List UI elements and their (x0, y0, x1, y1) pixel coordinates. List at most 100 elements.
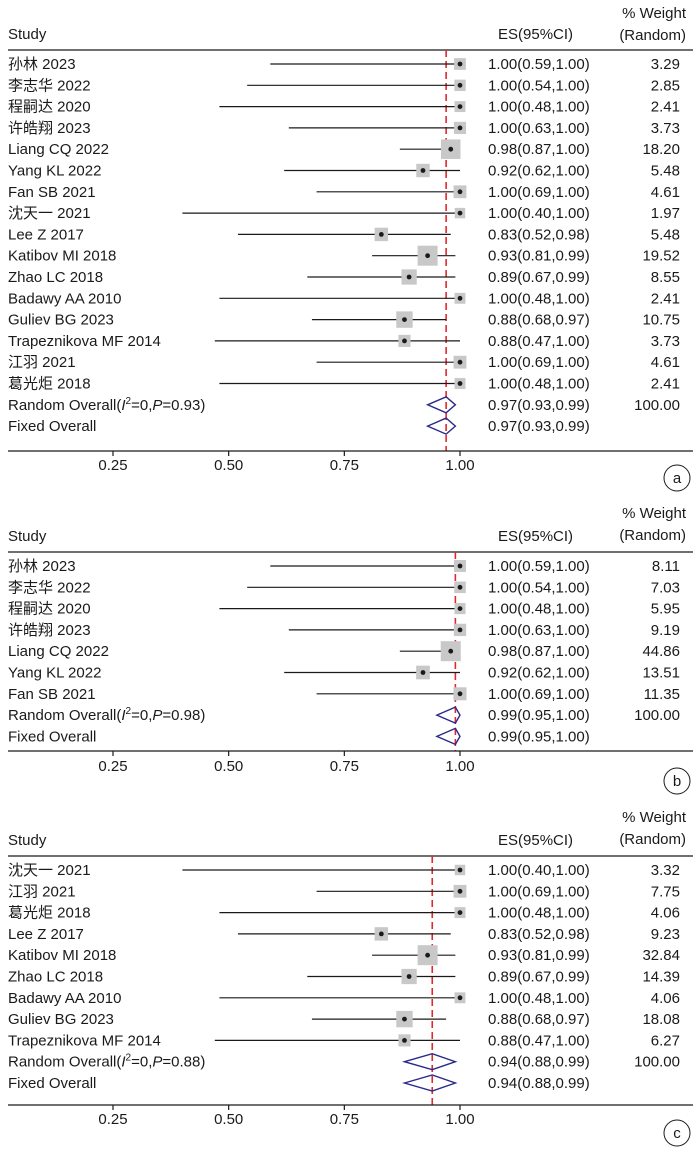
study-weight: 10.75 (642, 312, 680, 329)
study-es-text: 0.93(0.81,0.99) (488, 947, 590, 964)
x-tick-label: 0.50 (214, 1111, 243, 1128)
study-weight: 5.48 (651, 226, 680, 243)
x-tick-label: 1.00 (445, 457, 474, 474)
point-estimate (420, 670, 426, 675)
panel-label: a (673, 470, 682, 487)
point-estimate (457, 563, 463, 569)
point-estimate (425, 952, 431, 958)
study-es-text: 1.00(0.63,1.00) (488, 622, 590, 639)
overall-diamond (425, 395, 457, 414)
study-weight: 4.61 (651, 354, 680, 371)
study-label: Yang KL 2022 (8, 665, 101, 682)
study-label: 葛光炬 2018 (8, 376, 91, 393)
study-label: 李志华 2022 (8, 77, 91, 94)
point-estimate (420, 168, 426, 173)
study-es-text: 0.89(0.67,0.99) (488, 269, 590, 286)
study-weight: 5.48 (651, 163, 680, 180)
panel-label: c (673, 1125, 681, 1142)
study-weight: 7.75 (651, 883, 680, 900)
point-estimate (457, 359, 463, 365)
study-es-text: 0.92(0.62,1.00) (488, 163, 590, 180)
point-estimate (378, 931, 384, 937)
study-es-text: 1.00(0.59,1.00) (488, 558, 590, 575)
header-weight: % Weight (622, 5, 687, 22)
x-tick-label: 1.00 (445, 1111, 474, 1128)
point-estimate (457, 888, 463, 894)
study-label: 孙林 2023 (8, 56, 76, 73)
point-estimate (457, 910, 463, 915)
study-weight: 7.03 (651, 579, 680, 596)
x-tick-label: 1.00 (445, 758, 474, 775)
point-estimate (402, 338, 407, 344)
study-label: Zhao LC 2018 (8, 969, 103, 986)
study-es-text: 0.92(0.62,1.00) (488, 665, 590, 682)
study-label: Badawy AA 2010 (8, 290, 121, 307)
study-weight: 2.85 (651, 77, 680, 94)
study-weight: 18.20 (642, 141, 680, 158)
overall-label: Fixed Overall (8, 728, 96, 745)
panel-label-circle (663, 1119, 691, 1147)
header-weight-random: (Random) (619, 527, 686, 544)
forest-panel-a: Study ES(95%CI) % Weight (Random) 孙林 2023 1.0… (8, 5, 693, 492)
study-weight: 9.23 (651, 926, 680, 943)
point-estimate (406, 974, 412, 979)
x-tick-label: 0.50 (214, 758, 243, 775)
header-study: Study (8, 528, 47, 545)
study-es-text: 1.00(0.69,1.00) (488, 686, 590, 703)
point-estimate (457, 867, 463, 873)
overall-label: Random Overall(I2=0,P=0.93) (8, 396, 205, 414)
study-weight: 8.11 (652, 558, 680, 575)
study-weight: 11.35 (644, 686, 680, 703)
study-label: 江羽 2021 (8, 883, 76, 900)
x-tick-label: 0.75 (330, 1111, 359, 1128)
study-es-text: 1.00(0.63,1.00) (488, 120, 590, 137)
study-es-text: 0.88(0.47,1.00) (488, 333, 590, 350)
header-weight-random: (Random) (619, 27, 686, 44)
header-es: ES(95%CI) (498, 528, 573, 545)
header-study: Study (8, 832, 47, 849)
study-weight: 13.51 (642, 665, 680, 682)
study-label: Yang KL 2022 (8, 163, 101, 180)
header-weight: % Weight (622, 505, 687, 522)
study-weight: 8.55 (651, 269, 680, 286)
study-label: Katibov MI 2018 (8, 248, 116, 265)
study-label: Trapeznikova MF 2014 (8, 333, 161, 350)
point-estimate (457, 104, 463, 109)
study-weight: 2.41 (651, 376, 680, 393)
overall-diamond (435, 727, 461, 746)
x-tick-label: 0.75 (330, 758, 359, 775)
study-label: 许皓翔 2023 (8, 622, 91, 639)
study-es-text: 0.89(0.67,0.99) (488, 969, 590, 986)
point-estimate (457, 584, 463, 590)
overall-diamond (425, 417, 457, 435)
overall-weight: 100.00 (634, 707, 680, 724)
point-estimate (457, 189, 463, 195)
study-label: Guliev BG 2023 (8, 312, 114, 329)
overall-diamond (401, 1052, 458, 1071)
point-estimate (457, 125, 463, 131)
header-es: ES(95%CI) (498, 26, 573, 43)
overall-label: Random Overall(I2=0,P=0.88) (8, 1053, 205, 1071)
forest-panel-b: Study ES(95%CI) % Weight (Random) 孙林 2023 1.0… (8, 505, 693, 795)
study-es-text: 0.83(0.52,0.98) (488, 226, 590, 243)
point-estimate (457, 627, 463, 633)
study-label: Fan SB 2021 (8, 686, 96, 703)
study-es-text: 0.98(0.87,1.00) (488, 643, 590, 660)
study-label: Guliev BG 2023 (8, 1011, 114, 1028)
study-label: Lee Z 2017 (8, 226, 84, 243)
study-es-text: 1.00(0.40,1.00) (488, 862, 590, 879)
study-es-text: 1.00(0.54,1.00) (488, 579, 590, 596)
overall-weight: 100.00 (634, 397, 680, 414)
study-es-text: 0.88(0.47,1.00) (488, 1032, 590, 1049)
study-es-text: 0.88(0.68,0.97) (488, 312, 590, 329)
point-estimate (378, 232, 384, 237)
study-label: 沈天一 2021 (8, 862, 91, 879)
study-es-text: 1.00(0.48,1.00) (488, 990, 590, 1007)
study-label: 江羽 2021 (8, 354, 76, 371)
overall-label: Fixed Overall (8, 418, 96, 435)
point-estimate (457, 995, 463, 1001)
study-weight: 18.08 (642, 1011, 680, 1028)
study-label: Badawy AA 2010 (8, 990, 121, 1007)
study-es-text: 1.00(0.59,1.00) (488, 56, 590, 73)
